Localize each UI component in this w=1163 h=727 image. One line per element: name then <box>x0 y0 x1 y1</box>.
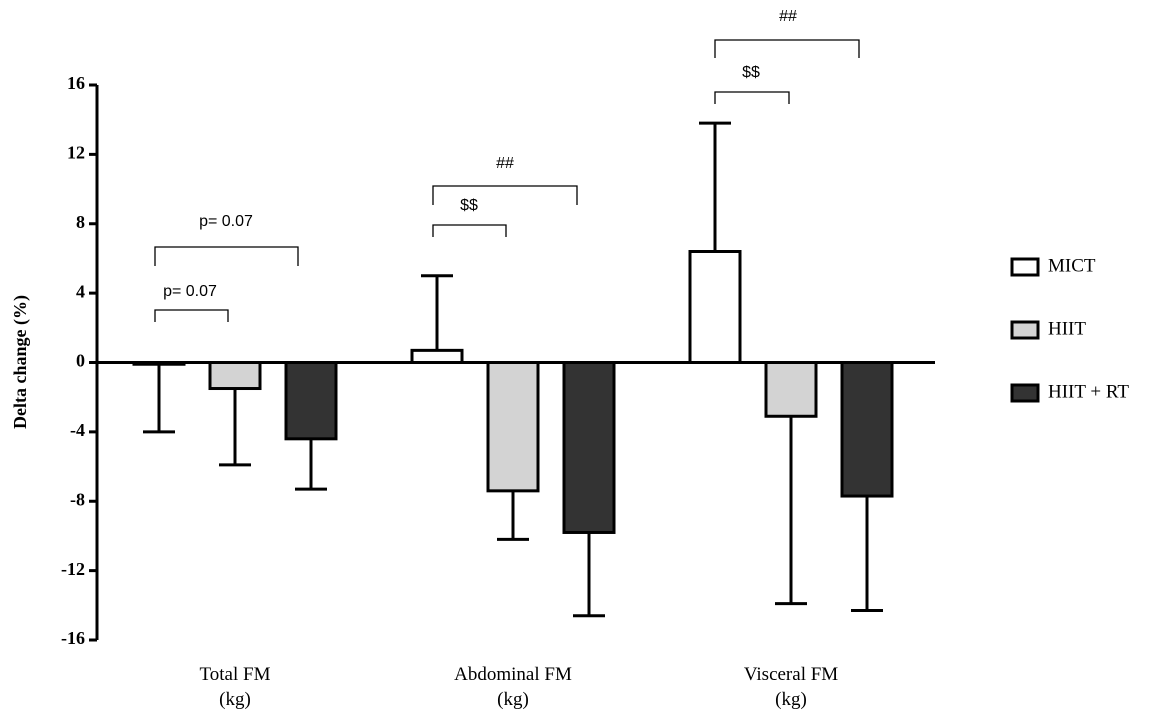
y-tick-label: 8 <box>76 212 85 232</box>
bracket <box>154 246 299 266</box>
y-tick-label: -16 <box>61 628 85 648</box>
legend-swatch <box>1010 383 1040 403</box>
x-tick-label-line: Abdominal FM <box>454 664 572 685</box>
y-axis-label: Delta change (%) <box>10 295 31 429</box>
annotation: p= 0.07 <box>199 213 253 230</box>
bracket <box>432 185 578 205</box>
x-tick-label-line: (kg) <box>497 689 529 710</box>
annotation: ## <box>779 8 797 25</box>
y-tick-label: -12 <box>61 559 85 579</box>
bracket <box>714 39 860 58</box>
x-tick-label: Visceral FM (kg) <box>744 664 838 710</box>
legend-swatch <box>1010 257 1040 277</box>
legend-swatch <box>1010 320 1040 340</box>
bar <box>284 361 338 441</box>
x-tick-label: Abdominal FM (kg) <box>454 664 572 710</box>
y-tick-label: -8 <box>70 489 85 509</box>
annotation: $$ <box>460 197 478 214</box>
annotation: p= 0.07 <box>163 283 217 300</box>
x-tick-label-line: (kg) <box>775 689 807 710</box>
legend-label: MICT <box>1048 255 1096 276</box>
x-tick-label: Total FM (kg) <box>200 664 271 710</box>
bracket <box>154 309 229 322</box>
bracket <box>432 224 507 237</box>
legend-label: HIIT <box>1048 318 1086 339</box>
x-tick-label-line: (kg) <box>219 689 251 710</box>
y-tick-label: 12 <box>67 143 85 163</box>
y-tick-label: 0 <box>76 351 85 371</box>
bar <box>208 361 262 391</box>
annotation: $$ <box>742 64 760 81</box>
bar <box>486 361 540 493</box>
legend-label: HIIT + RT <box>1048 381 1129 402</box>
y-tick-label: 4 <box>76 281 85 301</box>
annotation: ## <box>496 155 514 172</box>
bracket <box>714 91 790 104</box>
y-tick-label: -4 <box>70 420 85 440</box>
x-tick-label-line: Visceral FM <box>744 664 838 685</box>
bar <box>840 361 894 498</box>
bar <box>410 348 464 364</box>
bar <box>562 361 616 534</box>
bar <box>764 361 818 418</box>
y-tick-label: 16 <box>67 73 85 93</box>
x-tick-label-line: Total FM <box>200 664 271 685</box>
bar <box>688 250 742 364</box>
